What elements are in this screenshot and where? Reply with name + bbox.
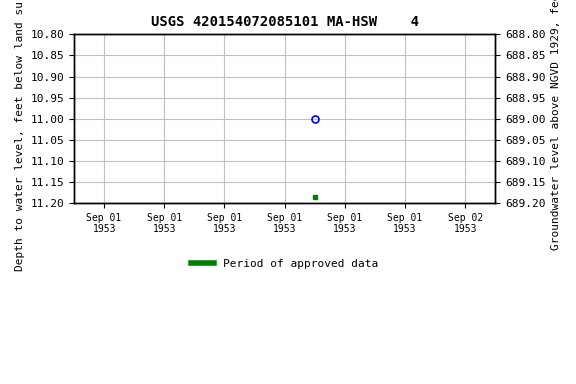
Legend: Period of approved data: Period of approved data bbox=[187, 255, 382, 273]
Y-axis label: Depth to water level, feet below land surface: Depth to water level, feet below land su… bbox=[15, 0, 25, 271]
Title: USGS 420154072085101 MA-HSW    4: USGS 420154072085101 MA-HSW 4 bbox=[151, 15, 419, 29]
Y-axis label: Groundwater level above NGVD 1929, feet: Groundwater level above NGVD 1929, feet bbox=[551, 0, 561, 250]
